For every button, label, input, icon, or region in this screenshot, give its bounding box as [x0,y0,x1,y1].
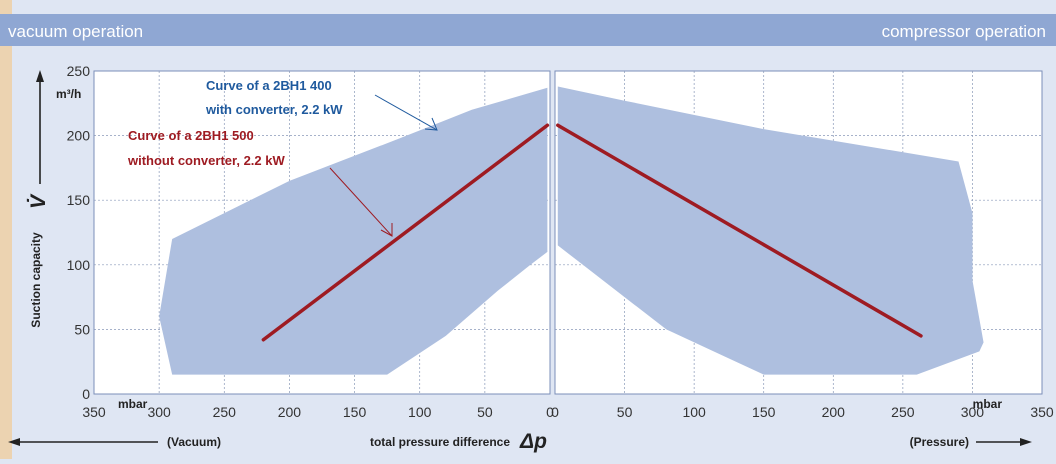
y-tick-label: 0 [82,386,90,402]
x-unit-left: mbar [118,397,148,411]
x-axis-symbol: Δp [519,430,547,453]
x-tick-label-vacuum: 50 [477,404,493,420]
y-axis-title: Suction capacity V̇ [26,70,50,328]
x-tick-label-pressure: 350 [1030,404,1054,420]
annotation-500-leader [329,167,393,237]
y-tick-label: 50 [74,321,90,337]
x-tick-label-vacuum: 350 [82,404,106,420]
pressure-arrowhead [1020,438,1032,446]
y-axis-arrowhead [36,70,44,82]
envelope-pressure [557,86,984,375]
vacuum-arrowhead [8,438,20,446]
envelope-areas [159,86,984,375]
x-tick-label-pressure: 150 [752,404,776,420]
y-tick-label: 150 [67,192,91,208]
y-unit: m³/h [56,87,81,101]
x-tick-label-pressure: 100 [682,404,706,420]
x-tick-label-pressure: 50 [617,404,633,420]
header-left-label: vacuum operation [8,22,143,41]
curve-2bh1-500-vacuum [261,123,550,342]
annotation-2bh1-500: Curve of a 2BH1 500 without converter, 2… [127,128,393,237]
y-axis-symbol: V̇ [26,193,50,209]
y-tick-label: 200 [67,128,91,144]
annotation-400-leader [374,94,438,131]
annotation-400-line2: with converter, 2.2 kW [205,102,343,117]
header-band [0,14,1056,46]
y-axis-label: Suction capacity [29,232,43,328]
annotation-500-line2: without converter, 2.2 kW [127,153,285,168]
accent-bar [0,0,12,459]
annotation-500-leader-tip [380,223,393,237]
pressure-side-label: (Pressure) [910,435,969,449]
x-tick-label-pressure: 250 [891,404,915,420]
x-tick-label-pressure: 0 [551,404,559,420]
annotation-400-line1: Curve of a 2BH1 400 [206,78,332,93]
x-unit-right: mbar [973,397,1003,411]
x-tick-label-pressure: 300 [961,404,985,420]
x-axis-label: total pressure difference [370,435,510,449]
y-tick-label: 250 [67,63,91,79]
annotation-2bh1-400: Curve of a 2BH1 400 with converter, 2.2 … [205,78,438,131]
x-tick-label-vacuum: 100 [408,404,432,420]
header-right-label: compressor operation [882,22,1046,41]
x-tick-label-vacuum: 150 [343,404,367,420]
x-tick-label-pressure: 200 [822,404,846,420]
x-tick-label-vacuum: 200 [278,404,302,420]
vacuum-side-label: (Vacuum) [167,435,221,449]
envelope-vacuum [159,87,548,375]
x-tick-label-vacuum: 0 [546,404,554,420]
x-tick-label-vacuum: 300 [147,404,171,420]
curves [261,123,923,342]
x-tick-label-vacuum: 250 [213,404,237,420]
y-tick-label: 100 [67,257,91,273]
annotation-400-leader-tip [424,117,438,131]
annotation-500-line1: Curve of a 2BH1 500 [128,128,254,143]
curve-2bh1-500-pressure [556,123,923,338]
